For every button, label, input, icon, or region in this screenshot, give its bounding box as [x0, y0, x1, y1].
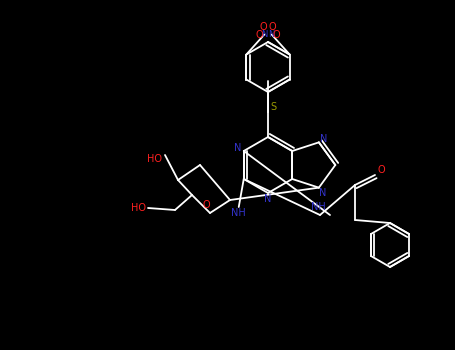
Text: N: N	[320, 134, 328, 144]
Text: N: N	[319, 188, 327, 198]
Text: HO: HO	[131, 203, 146, 213]
Text: N: N	[268, 30, 275, 39]
Text: O: O	[202, 200, 210, 210]
Text: NH: NH	[311, 202, 325, 212]
Text: O: O	[377, 165, 385, 175]
Text: O: O	[256, 29, 263, 40]
Text: N: N	[261, 30, 268, 39]
Text: O: O	[268, 21, 276, 31]
Text: O: O	[273, 29, 280, 40]
Text: N: N	[234, 143, 242, 153]
Text: O: O	[260, 21, 268, 31]
Text: NH: NH	[232, 208, 246, 218]
Text: N: N	[264, 194, 272, 204]
Text: S: S	[270, 102, 276, 112]
Text: HO: HO	[147, 154, 162, 164]
